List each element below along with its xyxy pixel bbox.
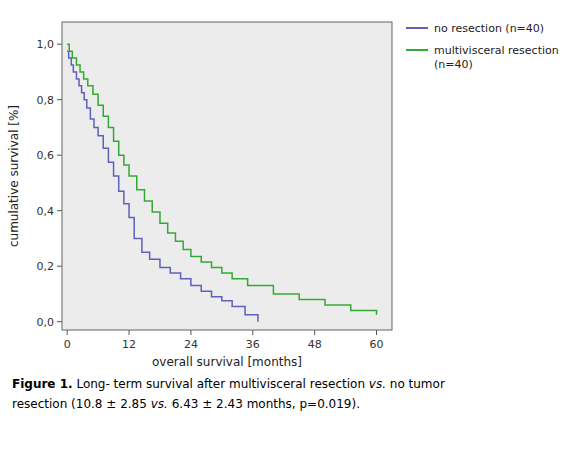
caption-text: vs. xyxy=(151,397,168,411)
x-tick xyxy=(129,330,130,335)
y-tick-label: 0,0 xyxy=(37,316,55,329)
caption-text: vs. xyxy=(369,377,386,391)
x-tick-label: 36 xyxy=(246,338,260,351)
caption-text: resection (10.8 ± 2.85 xyxy=(12,397,151,411)
y-tick xyxy=(57,44,62,45)
caption-line: Figure 1. Long- term survival after mult… xyxy=(12,377,445,391)
y-tick-label: 0,8 xyxy=(37,94,55,107)
y-tick xyxy=(57,266,62,267)
y-tick-label: 0,6 xyxy=(37,149,55,162)
y-tick-label: 0,4 xyxy=(37,205,55,218)
plot-frame xyxy=(62,22,392,330)
caption-text: Long- term survival after multivisceral … xyxy=(73,377,369,391)
caption-line: resection (10.8 ± 2.85 vs. 6.43 ± 2.43 m… xyxy=(12,397,360,411)
plot-area xyxy=(62,22,392,330)
x-axis-label: overall survival [months] xyxy=(152,355,302,369)
legend: no resection (n=40) multivisceral resecti… xyxy=(406,22,559,71)
x-tick xyxy=(376,330,377,335)
y-tick xyxy=(57,99,62,100)
x-tick-label: 0 xyxy=(64,338,71,351)
survival-curve xyxy=(67,51,258,322)
survival-curve xyxy=(67,44,376,315)
x-tick-label: 12 xyxy=(122,338,136,351)
x-tick-label: 24 xyxy=(184,338,198,351)
caption-text: 6.43 ± 2.43 months, p=0.019). xyxy=(168,397,360,411)
y-tick xyxy=(57,210,62,211)
legend-entry: no resection (n=40) xyxy=(434,22,544,35)
x-tick xyxy=(314,330,315,335)
legend-swatch xyxy=(406,49,428,51)
legend-swatch xyxy=(406,27,428,29)
x-tick xyxy=(252,330,253,335)
y-tick-label: 0,2 xyxy=(37,260,55,273)
y-tick-label: 1,0 xyxy=(37,38,55,51)
caption-text: Figure 1. xyxy=(12,377,73,391)
y-axis-label: cumulative survival [%] xyxy=(7,105,21,247)
caption-text: no tumor xyxy=(386,377,445,391)
x-tick-label: 60 xyxy=(370,338,384,351)
legend-entry: multivisceral resection(n=40) xyxy=(434,44,559,71)
x-tick xyxy=(67,330,68,335)
x-tick-label: 48 xyxy=(308,338,322,351)
y-tick xyxy=(57,155,62,156)
y-tick xyxy=(57,321,62,322)
x-tick xyxy=(190,330,191,335)
chart: 0 12 24 36 48 60 0,0 0,2 0,4 0,6 0,8 1,0 overall sur… xyxy=(0,0,582,451)
series-group xyxy=(67,44,376,321)
